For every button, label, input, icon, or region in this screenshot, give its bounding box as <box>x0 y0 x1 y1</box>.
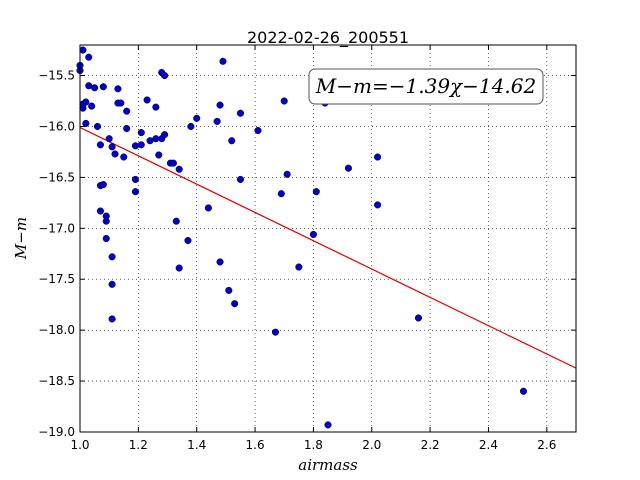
data-point <box>93 122 102 131</box>
data-point <box>137 141 145 149</box>
annotation-box: M−m=−1.39χ−14.62 <box>308 68 544 105</box>
data-point <box>96 141 104 149</box>
x-tick-label: 1.2 <box>129 438 148 452</box>
data-point <box>102 217 110 225</box>
data-point <box>105 135 113 143</box>
data-point <box>187 122 195 131</box>
chart-title: 2022-02-26_200551 <box>247 28 409 48</box>
data-point <box>271 328 280 336</box>
data-point <box>254 126 262 135</box>
data-point <box>225 286 233 294</box>
data-point <box>374 201 382 209</box>
data-point <box>82 119 90 127</box>
data-point <box>172 217 180 225</box>
data-point <box>155 151 163 159</box>
data-point <box>108 315 116 323</box>
x-tick-label: 2.6 <box>537 438 556 452</box>
data-point <box>117 99 125 107</box>
data-point <box>99 83 107 91</box>
data-point <box>111 150 119 158</box>
x-tick-labels: 1.0 1.2 1.4 1.6 1.8 2.0 2.2 2.4 2.6 <box>70 438 556 452</box>
data-point <box>231 300 239 308</box>
data-point <box>152 103 160 111</box>
x-tick-label: 1.4 <box>187 438 206 452</box>
data-point <box>102 234 110 243</box>
data-point <box>324 421 332 429</box>
data-point <box>216 101 224 109</box>
data-point <box>169 159 177 167</box>
plot-frame <box>79 44 577 433</box>
x-tick-label: 2.0 <box>362 438 381 452</box>
data-point <box>344 164 352 172</box>
data-point <box>143 96 151 104</box>
data-point <box>88 102 96 110</box>
data-point <box>283 170 291 178</box>
data-point <box>108 280 116 288</box>
data-point <box>137 129 145 137</box>
data-point <box>85 53 93 61</box>
x-tick-label: 2.2 <box>421 438 440 452</box>
data-point <box>519 387 528 395</box>
data-point <box>193 114 201 122</box>
y-tick-label: −17.5 <box>38 272 75 286</box>
y-axis-label: M−m <box>12 217 30 260</box>
data-point <box>236 109 245 117</box>
y-tick-label: −19.0 <box>38 425 75 439</box>
data-point <box>131 188 139 196</box>
annotation-frame <box>308 68 544 105</box>
data-point <box>114 85 122 93</box>
data-point <box>219 57 227 65</box>
y-tick-label: −18.0 <box>38 323 75 337</box>
data-point <box>228 137 236 145</box>
data-point <box>312 188 320 196</box>
data-point <box>123 124 131 133</box>
x-tick-label: 1.0 <box>70 438 89 452</box>
data-point <box>131 142 139 150</box>
y-tick-label: −17.0 <box>38 221 75 235</box>
data-point <box>96 207 104 215</box>
data-point <box>280 97 288 105</box>
y-tick-label: −16.0 <box>38 119 75 133</box>
data-points <box>76 46 528 429</box>
data-point <box>123 107 131 115</box>
y-tick-label: −15.5 <box>38 69 75 83</box>
data-point <box>91 84 99 92</box>
data-point <box>277 190 285 198</box>
data-point <box>309 230 317 238</box>
data-point <box>216 258 224 266</box>
data-point <box>120 153 128 161</box>
data-point <box>161 72 169 80</box>
y-tick-label: −16.5 <box>38 170 75 184</box>
data-point <box>175 165 183 173</box>
data-point <box>175 264 183 272</box>
data-point <box>108 253 116 261</box>
x-axis-label: airmass <box>298 456 358 474</box>
data-point <box>374 153 382 161</box>
data-point <box>184 236 192 245</box>
y-tick-labels: −15.5 −16.0 −16.5 −17.0 −17.5 −18.0 −18.5 −19.0 <box>38 69 75 439</box>
data-point <box>131 175 139 183</box>
fit-line <box>79 126 577 369</box>
gridlines <box>80 45 576 432</box>
data-point <box>236 175 245 183</box>
data-point <box>79 104 87 112</box>
data-point <box>295 263 303 271</box>
data-point <box>161 131 169 139</box>
x-tick-label: 1.8 <box>304 438 323 452</box>
data-point <box>108 143 116 151</box>
data-point <box>414 314 422 322</box>
data-point <box>99 180 107 189</box>
x-tick-label: 2.4 <box>479 438 498 452</box>
fit-line-group <box>79 126 577 369</box>
axis-ticks <box>79 45 576 433</box>
x-tick-label: 1.6 <box>246 438 265 452</box>
fit-equation-annotation: M−m=−1.39χ−14.62 <box>315 74 536 98</box>
y-tick-label: −18.5 <box>38 374 75 388</box>
data-point <box>213 117 221 125</box>
data-point <box>79 46 87 54</box>
data-point <box>204 204 212 212</box>
data-point <box>82 98 90 106</box>
